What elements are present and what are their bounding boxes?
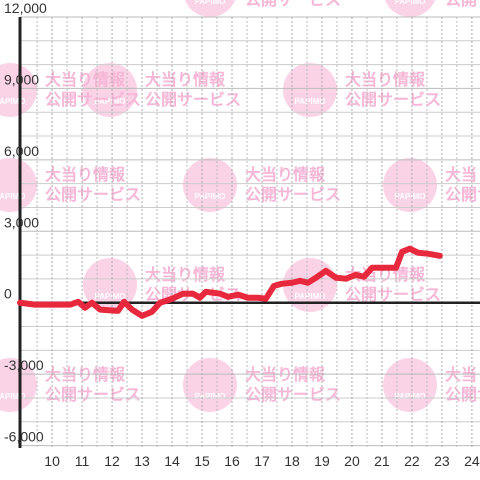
x-tick-label: 23 (434, 453, 450, 469)
watermark-logo (283, 63, 337, 117)
watermark-text: 公開サービス (245, 386, 341, 404)
y-tick-label: -6,000 (4, 429, 44, 445)
watermark-brand: PAPIMO (0, 392, 25, 401)
watermark-logo (0, 63, 37, 117)
y-tick-label: -3,000 (4, 357, 44, 373)
watermark-brand: PAPIMO (95, 292, 126, 301)
watermark-logo (184, 0, 236, 17)
watermark-logo (383, 158, 437, 212)
watermark-text: 大当り情報 (345, 70, 426, 89)
y-tick-label: 12,000 (4, 0, 47, 16)
x-tick-label: 14 (164, 453, 180, 469)
watermark-text: 公開サービス (45, 386, 141, 404)
y-tick-label: 0 (4, 286, 12, 302)
x-tick-label: 20 (344, 453, 360, 469)
watermark-logo (0, 158, 37, 212)
watermark-text: 大当り情報 (145, 70, 226, 89)
watermark-brand: PAPIMO (0, 192, 25, 201)
watermark-brand: PAPIMO (195, 392, 226, 401)
watermark-logo (83, 258, 137, 312)
watermark-text: 大当り情報 (245, 165, 326, 184)
watermark-text: 公開サービス (345, 286, 441, 304)
watermark-brand: PAPIMO (295, 292, 326, 301)
watermark-text: 公開サービス (245, 0, 341, 9)
watermark-text: 公開サービス (445, 186, 480, 204)
watermark-logo (384, 0, 436, 17)
y-tick-label: 6,000 (4, 143, 39, 159)
x-tick-label: 21 (374, 453, 390, 469)
x-tick-label: 12 (104, 453, 120, 469)
watermark-text: 公開サービス (45, 91, 141, 109)
watermark-text: 公開サービス (245, 186, 341, 204)
x-tick-label: 15 (194, 453, 210, 469)
watermark-text: 公開サービス (145, 91, 241, 109)
watermark-brand: PAPIMO (195, 192, 226, 201)
watermark-logo (183, 358, 237, 412)
watermark-text: 公開サービス (45, 186, 141, 204)
watermark-logo (383, 358, 437, 412)
watermark-text: 大当り情報 (445, 165, 480, 184)
watermark-text: 大当り情報 (45, 165, 126, 184)
watermark-brand: PAPIMO (395, 0, 426, 6)
x-tick-label: 13 (134, 453, 150, 469)
y-tick-label: 9,000 (4, 71, 39, 87)
x-tick-label: 19 (314, 453, 330, 469)
watermark-text: 大当り情報 (45, 70, 126, 89)
watermark-text: 公開サービス (445, 386, 480, 404)
watermark-brand: PAPIMO (395, 392, 426, 401)
watermark-brand: PAPIMO (395, 192, 426, 201)
watermark-brand: PAPIMO (195, 0, 226, 6)
watermark-logo (183, 158, 237, 212)
x-tick-label: 11 (75, 453, 90, 469)
watermark-logo (0, 358, 37, 412)
watermark-brand: PAPIMO (95, 97, 126, 106)
x-tick-label: 17 (254, 453, 270, 469)
watermark-text: 公開サービス (445, 0, 480, 9)
watermark-brand: PAPIMO (0, 97, 25, 106)
x-tick-label: 24 (464, 453, 480, 469)
x-tick-label: 16 (224, 453, 240, 469)
x-tick-label: 18 (284, 453, 300, 469)
x-tick-label: 22 (404, 453, 420, 469)
y-tick-label: 3,000 (4, 214, 39, 230)
x-tick-label: 10 (44, 453, 60, 469)
data-line (17, 245, 443, 319)
watermark-logo (83, 63, 137, 117)
watermark-brand: PAPIMO (295, 97, 326, 106)
watermark-text: 公開サービス (345, 91, 441, 109)
